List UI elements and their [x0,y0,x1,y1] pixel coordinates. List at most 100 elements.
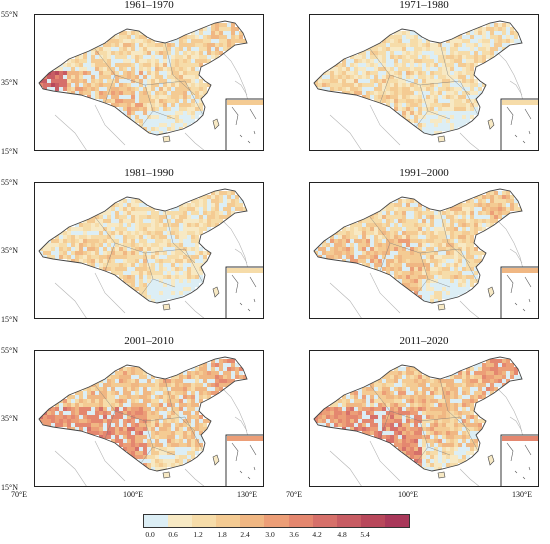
heat-cell [486,219,490,223]
heat-cell [191,367,195,371]
heat-cell [390,391,394,395]
heat-cell [458,439,462,443]
heat-cell [454,415,458,419]
heat-cell [430,431,434,435]
heat-cell [59,75,63,79]
heat-cell [418,375,422,379]
heat-cell [406,95,410,99]
heat-cell [127,235,131,239]
heat-cell [390,207,394,211]
heat-cell [350,75,354,79]
heat-cell [330,247,334,251]
heat-cell [454,411,458,415]
heat-cell [155,387,159,391]
heat-cell [195,51,199,55]
heat-cell [59,67,63,71]
heat-cell [163,395,167,399]
heat-cell [127,407,131,411]
heat-cell [394,35,398,39]
heat-cell [386,431,390,435]
heat-cell [462,415,466,419]
heat-cell [75,411,79,415]
heat-cell [99,87,103,91]
heat-cell [67,407,71,411]
heat-cell [175,215,179,219]
heat-cell [139,251,143,255]
map-panel: 1961–1970 55°N 35°N 15°N [1,0,264,156]
heat-cell [434,287,438,291]
heat-cell [422,75,426,79]
heat-cell [394,83,398,87]
heat-cell [430,51,434,55]
heat-cell [183,55,187,59]
longitude-label: 70°E [10,490,28,499]
heat-cell [135,67,139,71]
heat-cell [227,363,231,367]
heat-cell [498,215,502,219]
heat-cell [486,367,490,371]
heat-cell [422,259,426,263]
heat-cell [167,83,171,87]
heat-cell [338,235,342,239]
heat-cell [107,223,111,227]
heat-cell [127,451,131,455]
heat-cell [135,115,139,119]
heat-cell [394,79,398,83]
heat-cell [506,359,510,363]
heat-cell [346,419,350,423]
heat-cell [139,79,143,83]
map-frame [34,182,264,319]
heat-cell [215,23,219,27]
heat-cell [366,79,370,83]
heat-cell [430,231,434,235]
heat-cell [458,223,462,227]
heat-cell [227,199,231,203]
heat-cell [199,275,203,279]
heat-cell [470,51,474,55]
heat-cell [382,427,386,431]
heat-cell [183,211,187,215]
heat-cell [167,439,171,443]
heat-cell [406,215,410,219]
heat-cell [127,263,131,267]
heat-cell [422,207,426,211]
heat-cell [382,215,386,219]
heat-cell [67,227,71,231]
heat-cell [131,211,135,215]
heat-cell [490,47,494,51]
heat-cell [486,195,490,199]
heat-cell [195,407,199,411]
heat-cell [167,119,171,123]
heat-cell [195,83,199,87]
heat-cell [462,87,466,91]
heat-cell [478,259,482,263]
heat-cell [127,91,131,95]
heat-cell [195,267,199,271]
heat-cell [458,263,462,267]
heat-cell [195,103,199,107]
heat-cell [163,43,167,47]
heat-cell [458,435,462,439]
heat-cell [370,231,374,235]
heat-cell [223,363,227,367]
heat-cell [99,235,103,239]
heat-cell [382,239,386,243]
heat-cell [131,255,135,259]
heat-cell [478,55,482,59]
heat-cell [402,263,406,267]
heat-cell [159,435,163,439]
heat-cell [454,223,458,227]
heat-cell [99,435,103,439]
heat-cell [131,95,135,99]
heat-cell [95,231,99,235]
heat-cell [466,31,470,35]
heat-cell [135,407,139,411]
heat-cell [478,375,482,379]
heat-cell [334,75,338,79]
heat-cell [171,47,175,51]
heat-cell [446,439,450,443]
heat-cell [231,35,235,39]
heat-cell [414,215,418,219]
heat-cell [494,23,498,27]
heat-cell [95,71,99,75]
